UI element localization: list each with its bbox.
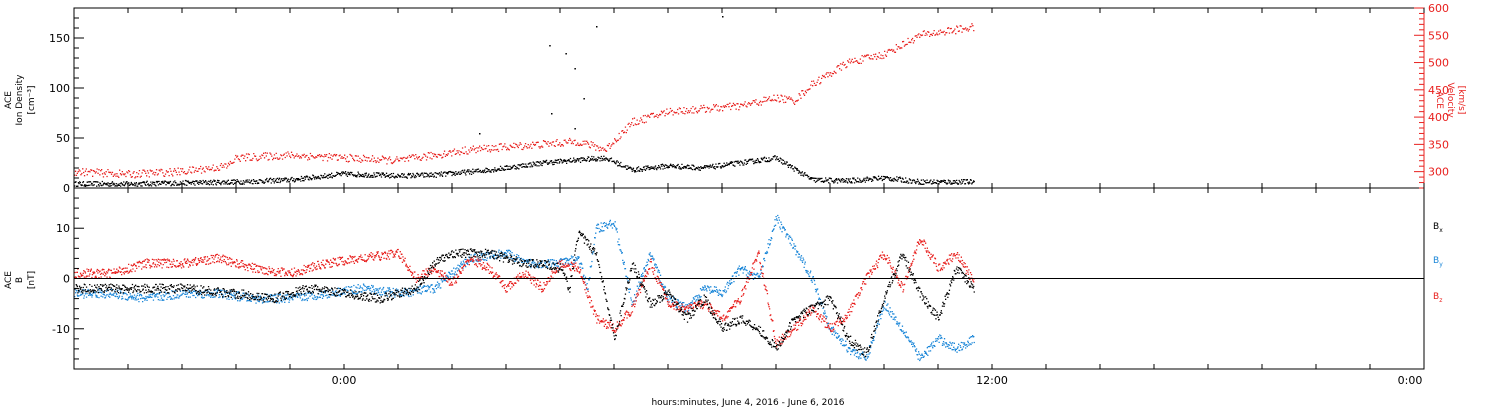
density-spike-1 [722, 16, 724, 18]
density-series-points [74, 155, 975, 188]
velocity-label-1: ACE [1434, 91, 1444, 109]
density-spike-7 [574, 128, 576, 130]
field-tick-label-0: 0 [63, 273, 70, 286]
legend-bx-sub: x [1439, 227, 1443, 234]
legend-bz-sub: z [1439, 297, 1442, 304]
velocity-tick-label-450: 450 [1428, 84, 1449, 97]
density-series [74, 155, 975, 188]
density-tick-label-100: 100 [49, 82, 70, 95]
velocity-tick-label-550: 550 [1428, 29, 1449, 42]
density-tick-label-50: 50 [56, 132, 70, 145]
field-tick-label-10: 10 [56, 222, 70, 235]
field-tick-label--10: -10 [52, 323, 70, 336]
velocity-series [74, 23, 975, 179]
velocity-series-points [74, 23, 975, 179]
density-spike-6 [551, 113, 553, 115]
density-label-1: ACE [4, 91, 14, 109]
density-spike-0 [596, 26, 598, 28]
velocity-tick-label-350: 350 [1428, 138, 1449, 151]
axes: 0 50 100 150 300 350 400 450 500 550 600 -10 0 10 0:00… [49, 2, 1449, 387]
x-tick-label-0: 0:00 [332, 374, 357, 387]
velocity-tick-label-300: 300 [1428, 166, 1449, 179]
density-spike-5 [583, 98, 585, 100]
density-tick-label-150: 150 [49, 32, 70, 45]
density-label-2: Ion Density [15, 74, 25, 126]
x-tick-label-36: 12:00 [976, 374, 1008, 387]
density-tick-label-0: 0 [63, 182, 70, 195]
by-series [74, 214, 975, 362]
legend-by-sub: y [1439, 261, 1443, 268]
density-spike-4 [574, 68, 576, 70]
velocity-tick-label-400: 400 [1428, 111, 1449, 124]
velocity-tick-label-600: 600 [1428, 2, 1449, 15]
top-panel-data [74, 16, 975, 188]
density-spike-2 [549, 45, 551, 47]
x-tick-label-72: 0:00 [1398, 374, 1423, 387]
velocity-label-3: [km/s] [1456, 86, 1466, 115]
velocity-label-2: Velocity [1445, 82, 1455, 118]
density-label-3: [cm⁻³] [27, 85, 37, 114]
legend-bx: Bx [1433, 222, 1443, 234]
by-series-points [74, 214, 975, 362]
bx-series [74, 230, 975, 358]
legend-by: By [1433, 256, 1443, 268]
velocity-tick-label-500: 500 [1428, 57, 1449, 70]
field-label-3: [nT] [27, 271, 37, 289]
bottom-panel-data [74, 214, 975, 362]
legend-bz: Bz [1433, 292, 1442, 304]
field-label-1: ACE [4, 271, 14, 289]
x-axis-label: hours:minutes, June 4, 2016 - June 6, 20… [651, 398, 844, 408]
bx-series-points [74, 230, 975, 358]
field-label-2: B [15, 277, 25, 283]
density-spike-8 [479, 133, 481, 135]
legend: Bx By Bz [1433, 222, 1443, 304]
density-spike-3 [565, 53, 567, 55]
